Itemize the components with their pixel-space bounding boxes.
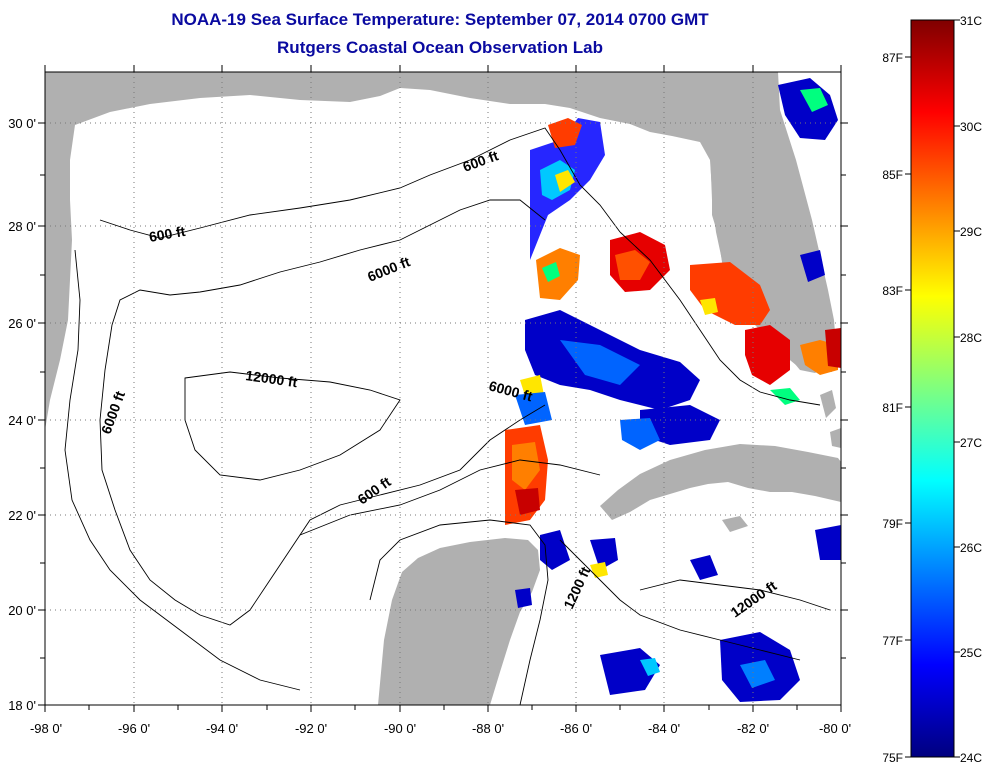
colorbar-celsius-label: 31C <box>960 14 982 28</box>
colorbar-celsius-label: 26C <box>960 541 982 555</box>
temperature-colorbar: 31C 30C 29C 28C 27C 26C 25C 24C 87F 85F … <box>882 14 982 765</box>
map-subtitle: Rutgers Coastal Ocean Observation Lab <box>277 38 603 57</box>
lon-label: -88 0' <box>472 721 504 736</box>
colorbar-fahrenheit-label: 87F <box>882 51 903 65</box>
contour-600ft-south <box>299 459 601 536</box>
lat-label: 30 0' <box>8 116 36 131</box>
contour-12000ft-carib <box>639 579 831 611</box>
contour-label: 12000 ft <box>245 367 299 390</box>
contour-inner-west <box>64 249 301 691</box>
lon-label: -82 0' <box>737 721 769 736</box>
colorbar-fahrenheit-label: 81F <box>882 401 903 415</box>
colorbar-fahrenheit-label: 75F <box>882 751 903 765</box>
contour-6000ft <box>111 199 546 326</box>
lon-label: -84 0' <box>648 721 680 736</box>
graticule <box>45 72 841 705</box>
colorbar-fahrenheit-label: 83F <box>882 284 903 298</box>
bahamas-island <box>830 428 841 448</box>
atlantic-water <box>778 72 841 372</box>
map-frame <box>44 71 842 706</box>
lon-label: -94 0' <box>206 721 238 736</box>
lat-label: 28 0' <box>8 219 36 234</box>
lat-label: 18 0' <box>8 698 36 713</box>
lon-label: -90 0' <box>384 721 416 736</box>
map-title: NOAA-19 Sea Surface Temperature: Septemb… <box>171 10 709 29</box>
colorbar-celsius-label: 29C <box>960 225 982 239</box>
lat-label: 22 0' <box>8 508 36 523</box>
island <box>722 516 748 532</box>
lon-label: -96 0' <box>118 721 150 736</box>
florida-peninsula <box>710 118 838 373</box>
lat-label: 24 0' <box>8 413 36 428</box>
yucatan-peninsula <box>378 538 540 705</box>
bahamas-island <box>820 390 836 418</box>
contour-east-slope <box>619 231 821 406</box>
lon-label: -80 0' <box>819 721 851 736</box>
lat-label: 20 0' <box>8 603 36 618</box>
contour-yucatan-shelf <box>369 519 549 705</box>
colorbar-celsius-label: 28C <box>960 331 982 345</box>
colorbar-fahrenheit-label: 85F <box>882 168 903 182</box>
lat-label: 26 0' <box>8 316 36 331</box>
contour-label: 600 ft <box>148 223 187 245</box>
axis-ticks <box>38 65 848 712</box>
colorbar-celsius-label: 27C <box>960 436 982 450</box>
colorbar-celsius-label: 24C <box>960 751 982 765</box>
contour-1200ft <box>559 539 801 661</box>
colorbar-fahrenheit-label: 79F <box>882 517 903 531</box>
cuba-island <box>600 444 841 520</box>
sst-data-swath <box>505 78 841 702</box>
colorbar-celsius-label: 30C <box>960 120 982 134</box>
colorbar-celsius-label: 25C <box>960 646 982 660</box>
contour-600ft <box>99 127 621 239</box>
lon-label: -86 0' <box>560 721 592 736</box>
colorbar-gradient <box>910 19 955 758</box>
lon-label: -92 0' <box>295 721 327 736</box>
contour-12000ft <box>184 371 401 481</box>
bathymetry-contours <box>64 127 831 705</box>
lon-label: -98 0' <box>30 721 62 736</box>
colorbar-fahrenheit-label: 77F <box>882 634 903 648</box>
